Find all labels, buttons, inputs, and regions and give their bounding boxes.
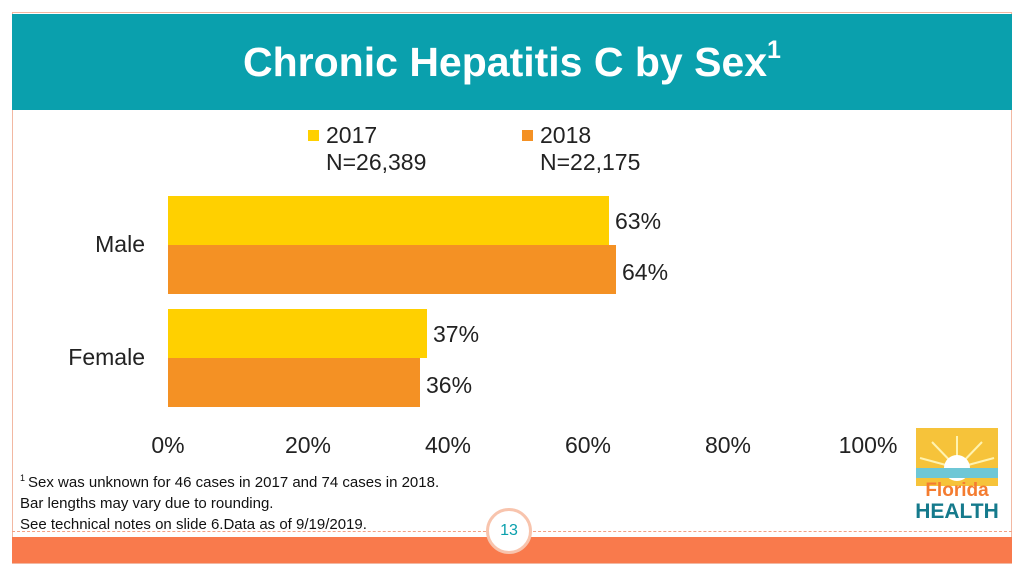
footnote-line-3: See technical notes on slide 6.Data as o…	[20, 516, 367, 533]
title-footnote-marker: 1	[767, 36, 781, 64]
footnote-line-2: Bar lengths may vary due to rounding.	[20, 495, 274, 512]
data-label-female-2018: 36%	[426, 372, 473, 398]
x-tick-label: 40%	[424, 432, 472, 458]
slide-title: Chronic Hepatitis C by Sex1	[243, 36, 781, 86]
footnote-marker: 1	[20, 473, 26, 483]
legend-n-2018: N=22,175	[540, 149, 641, 175]
footnote: 1 Sex was unknown for 46 cases in 2017 an…	[20, 472, 439, 535]
logo-text-health: HEALTH	[916, 500, 998, 520]
data-label-male-2017: 63%	[615, 208, 662, 234]
legend-n-2017: N=26,389	[326, 149, 427, 175]
legend-label-2017: 2017	[326, 122, 378, 148]
x-tick-label: 0%	[151, 432, 185, 458]
footnote-line-1: 1 Sex was unknown for 46 cases in 2017 an…	[20, 473, 440, 492]
title-bar	[12, 14, 1012, 110]
x-tick-label: 80%	[704, 432, 752, 458]
legend-item-2018: 2018 N=22,175	[540, 122, 640, 176]
data-label-male-2018: 64%	[622, 259, 669, 285]
legend-label-2018: 2018	[540, 122, 592, 148]
legend-swatch-2018	[522, 130, 533, 141]
x-tick-label: 100%	[838, 432, 898, 458]
legend-swatch-2017	[308, 130, 319, 141]
x-tick-label: 60%	[564, 432, 612, 458]
category-label-male: Male	[95, 231, 145, 257]
category-label-female: Female	[68, 344, 145, 370]
logo-water	[916, 468, 998, 478]
bar-female-2017	[168, 309, 427, 358]
data-label-female-2017: 37%	[433, 321, 480, 347]
florida-health-logo: Florida HEALTH	[916, 428, 998, 520]
bar-female-2018	[168, 358, 420, 407]
legend-item-2017: 2017 N=26,389	[326, 122, 426, 176]
bar-male-2018	[168, 245, 616, 294]
bar-male-2017	[168, 196, 609, 245]
logo-text-florida: Florida	[925, 480, 989, 501]
x-tick-label: 20%	[284, 432, 332, 458]
page-number: 13	[486, 508, 532, 554]
